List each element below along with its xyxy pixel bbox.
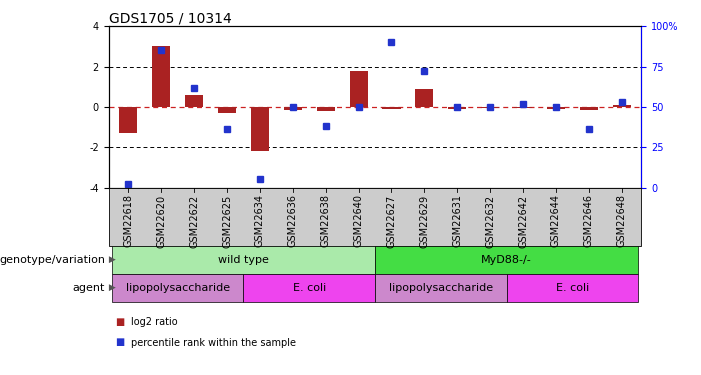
Bar <box>218 107 236 113</box>
Bar <box>284 107 302 110</box>
Bar <box>580 107 598 110</box>
Text: MyD88-/-: MyD88-/- <box>481 255 532 265</box>
Bar <box>547 107 565 109</box>
Text: GSM22648: GSM22648 <box>617 195 627 248</box>
Text: GSM22642: GSM22642 <box>518 195 528 248</box>
Text: GSM22622: GSM22622 <box>189 195 199 248</box>
Bar <box>448 107 466 109</box>
Bar <box>185 95 203 107</box>
Text: lipopolysaccharide: lipopolysaccharide <box>125 283 230 293</box>
Text: GSM22638: GSM22638 <box>320 195 331 248</box>
Text: GSM22627: GSM22627 <box>386 195 397 248</box>
Bar <box>317 107 335 111</box>
Text: ▶: ▶ <box>106 284 116 292</box>
Text: E. coli: E. coli <box>292 283 326 293</box>
Text: GSM22632: GSM22632 <box>485 195 495 248</box>
Text: GSM22625: GSM22625 <box>222 195 232 248</box>
Text: lipopolysaccharide: lipopolysaccharide <box>389 283 493 293</box>
Bar <box>613 105 631 107</box>
Text: ■: ■ <box>116 338 128 348</box>
Text: GSM22618: GSM22618 <box>123 195 133 248</box>
Text: GSM22636: GSM22636 <box>288 195 298 248</box>
Text: wild type: wild type <box>218 255 269 265</box>
Text: GSM22620: GSM22620 <box>156 195 166 248</box>
Bar <box>350 70 367 107</box>
Text: agent: agent <box>73 283 105 293</box>
Text: GSM22634: GSM22634 <box>255 195 265 248</box>
Text: genotype/variation: genotype/variation <box>0 255 105 265</box>
Bar <box>383 107 400 109</box>
Text: ■: ■ <box>116 317 128 327</box>
Text: log2 ratio: log2 ratio <box>131 317 178 327</box>
Text: GDS1705 / 10314: GDS1705 / 10314 <box>109 11 231 25</box>
Bar <box>152 46 170 107</box>
Text: percentile rank within the sample: percentile rank within the sample <box>131 338 296 348</box>
Bar <box>415 89 433 107</box>
Text: GSM22631: GSM22631 <box>452 195 462 248</box>
Text: ▶: ▶ <box>106 255 116 264</box>
Text: GSM22629: GSM22629 <box>419 195 430 248</box>
Text: GSM22644: GSM22644 <box>551 195 561 248</box>
Bar <box>514 107 532 108</box>
Bar <box>481 107 499 108</box>
Bar <box>119 107 137 133</box>
Bar <box>251 107 269 151</box>
Text: GSM22646: GSM22646 <box>584 195 594 248</box>
Text: GSM22640: GSM22640 <box>353 195 364 248</box>
Text: E. coli: E. coli <box>556 283 589 293</box>
